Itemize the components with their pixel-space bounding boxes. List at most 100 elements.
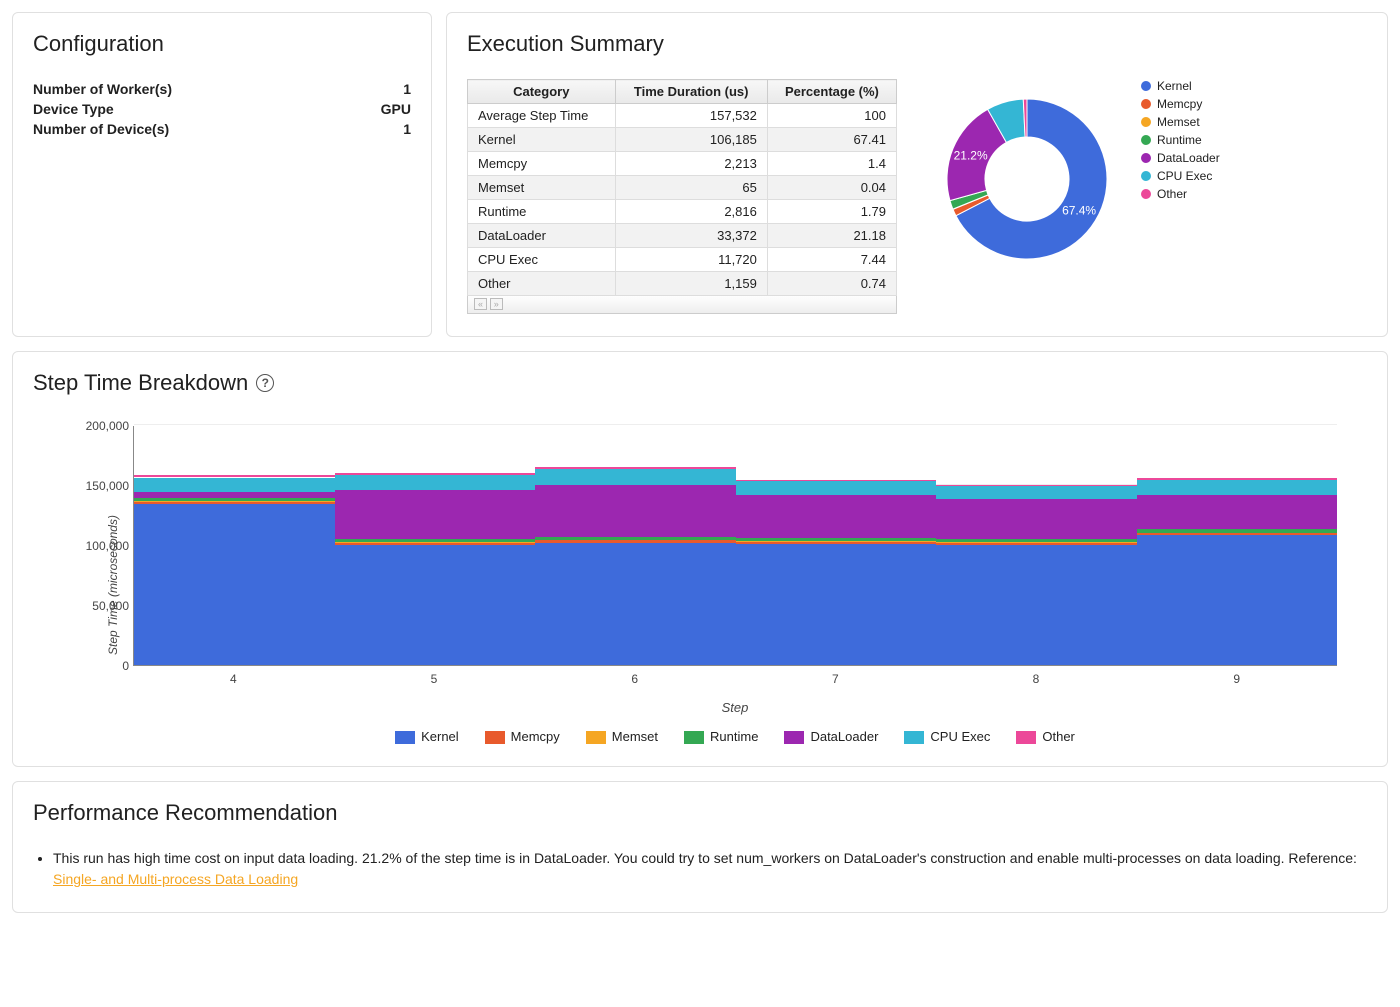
bar-step-4[interactable] <box>134 426 335 665</box>
segment-runtime <box>335 539 536 542</box>
legend-item[interactable]: Memcpy <box>1141 97 1220 111</box>
segment-runtime <box>535 537 736 540</box>
configuration-title: Configuration <box>33 31 411 57</box>
summary-cell-category: Memcpy <box>468 152 616 176</box>
step-legend-item[interactable]: Memset <box>586 729 658 744</box>
configuration-card: Configuration Number of Worker(s)1Device… <box>12 12 432 337</box>
legend-swatch <box>684 731 704 744</box>
performance-title: Performance Recommendation <box>33 800 1367 826</box>
legend-item[interactable]: Memset <box>1141 115 1220 129</box>
summary-cell-category: Memset <box>468 176 616 200</box>
summary-row: Average Step Time157,532100 <box>468 104 897 128</box>
table-pagination[interactable]: « » <box>467 296 897 314</box>
summary-table: CategoryTime Duration (us)Percentage (%)… <box>467 79 897 296</box>
execution-summary-card: Execution Summary CategoryTime Duration … <box>446 12 1388 337</box>
help-icon[interactable]: ? <box>256 374 274 392</box>
segment-memcpy <box>335 542 536 545</box>
summary-cell-value: 0.04 <box>767 176 896 200</box>
bar-step-9[interactable] <box>1137 426 1338 665</box>
segment-cpu-exec <box>335 475 536 489</box>
legend-label: Other <box>1042 729 1075 744</box>
legend-item[interactable]: Kernel <box>1141 79 1220 93</box>
summary-row: DataLoader33,37221.18 <box>468 224 897 248</box>
summary-row: Memcpy2,2131.4 <box>468 152 897 176</box>
config-label: Number of Worker(s) <box>33 81 172 97</box>
summary-cell-value: 106,185 <box>615 128 767 152</box>
legend-label: Kernel <box>421 729 459 744</box>
legend-swatch <box>1141 171 1151 181</box>
segment-runtime <box>936 539 1137 542</box>
summary-cell-category: Kernel <box>468 128 616 152</box>
summary-row: CPU Exec11,7207.44 <box>468 248 897 272</box>
summary-cell-category: DataLoader <box>468 224 616 248</box>
bar-step-6[interactable] <box>535 426 736 665</box>
segment-kernel <box>936 545 1137 665</box>
segment-cpu-exec <box>936 486 1137 499</box>
segment-kernel <box>535 543 736 665</box>
summary-col-header: Time Duration (us) <box>615 80 767 104</box>
performance-link[interactable]: Single- and Multi-process Data Loading <box>53 871 298 887</box>
summary-cell-value: 157,532 <box>615 104 767 128</box>
segment-other <box>736 480 937 481</box>
segment-cpu-exec <box>736 481 937 494</box>
legend-label: Runtime <box>710 729 758 744</box>
segment-other <box>335 473 536 475</box>
table-next-button[interactable]: » <box>490 298 503 310</box>
x-ticks: 456789 <box>133 672 1337 686</box>
legend-label: CPU Exec <box>930 729 990 744</box>
bar-step-5[interactable] <box>335 426 536 665</box>
legend-swatch <box>1141 117 1151 127</box>
legend-swatch <box>1141 99 1151 109</box>
table-prev-button[interactable]: « <box>474 298 487 310</box>
legend-swatch <box>1141 153 1151 163</box>
bar-step-8[interactable] <box>936 426 1137 665</box>
segment-dataloader <box>1137 495 1338 530</box>
legend-label: Runtime <box>1157 133 1202 147</box>
summary-cell-value: 1.4 <box>767 152 896 176</box>
donut-wrap: 67.4%21.2% KernelMemcpyMemsetRuntimeData… <box>927 79 1220 279</box>
step-legend-item[interactable]: Kernel <box>395 729 459 744</box>
segment-other <box>535 467 736 469</box>
donut-legend: Kernel Memcpy Memset Runtime DataLoader CPU E… <box>1141 79 1220 205</box>
legend-swatch <box>395 731 415 744</box>
step-legend-item[interactable]: DataLoader <box>784 729 878 744</box>
legend-label: Memset <box>1157 115 1200 129</box>
y-tick-label: 200,000 <box>69 419 129 433</box>
segment-kernel <box>736 544 937 665</box>
x-axis-label: Step <box>133 700 1337 715</box>
legend-swatch <box>586 731 606 744</box>
step-breakdown-title: Step Time Breakdown <box>33 370 248 396</box>
config-label: Number of Device(s) <box>33 121 169 137</box>
x-tick-label: 4 <box>133 672 334 686</box>
summary-cell-value: 2,213 <box>615 152 767 176</box>
legend-label: Memset <box>612 729 658 744</box>
step-breakdown-card: Step Time Breakdown ? Step Time (microse… <box>12 351 1388 767</box>
legend-item[interactable]: DataLoader <box>1141 151 1220 165</box>
step-legend-item[interactable]: CPU Exec <box>904 729 990 744</box>
segment-memcpy <box>134 502 335 505</box>
step-legend-item[interactable]: Runtime <box>684 729 758 744</box>
bar-step-7[interactable] <box>736 426 937 665</box>
segment-dataloader <box>535 485 736 537</box>
summary-cell-value: 100 <box>767 104 896 128</box>
summary-cell-category: CPU Exec <box>468 248 616 272</box>
step-legend-item[interactable]: Memcpy <box>485 729 560 744</box>
legend-item[interactable]: CPU Exec <box>1141 169 1220 183</box>
legend-item[interactable]: Runtime <box>1141 133 1220 147</box>
segment-runtime <box>1137 529 1338 532</box>
y-tick-label: 150,000 <box>69 479 129 493</box>
x-tick-label: 7 <box>735 672 936 686</box>
performance-list: This run has high time cost on input dat… <box>53 848 1367 890</box>
x-tick-label: 8 <box>936 672 1137 686</box>
x-tick-label: 9 <box>1136 672 1337 686</box>
step-legend-item[interactable]: Other <box>1016 729 1075 744</box>
legend-item[interactable]: Other <box>1141 187 1220 201</box>
legend-label: Memcpy <box>511 729 560 744</box>
segment-runtime <box>134 498 335 501</box>
summary-table-header: CategoryTime Duration (us)Percentage (%) <box>468 80 897 104</box>
segment-cpu-exec <box>1137 480 1338 495</box>
summary-cell-category: Runtime <box>468 200 616 224</box>
summary-cell-value: 21.18 <box>767 224 896 248</box>
config-label: Device Type <box>33 101 114 117</box>
donut-label: 67.4% <box>1062 204 1096 218</box>
